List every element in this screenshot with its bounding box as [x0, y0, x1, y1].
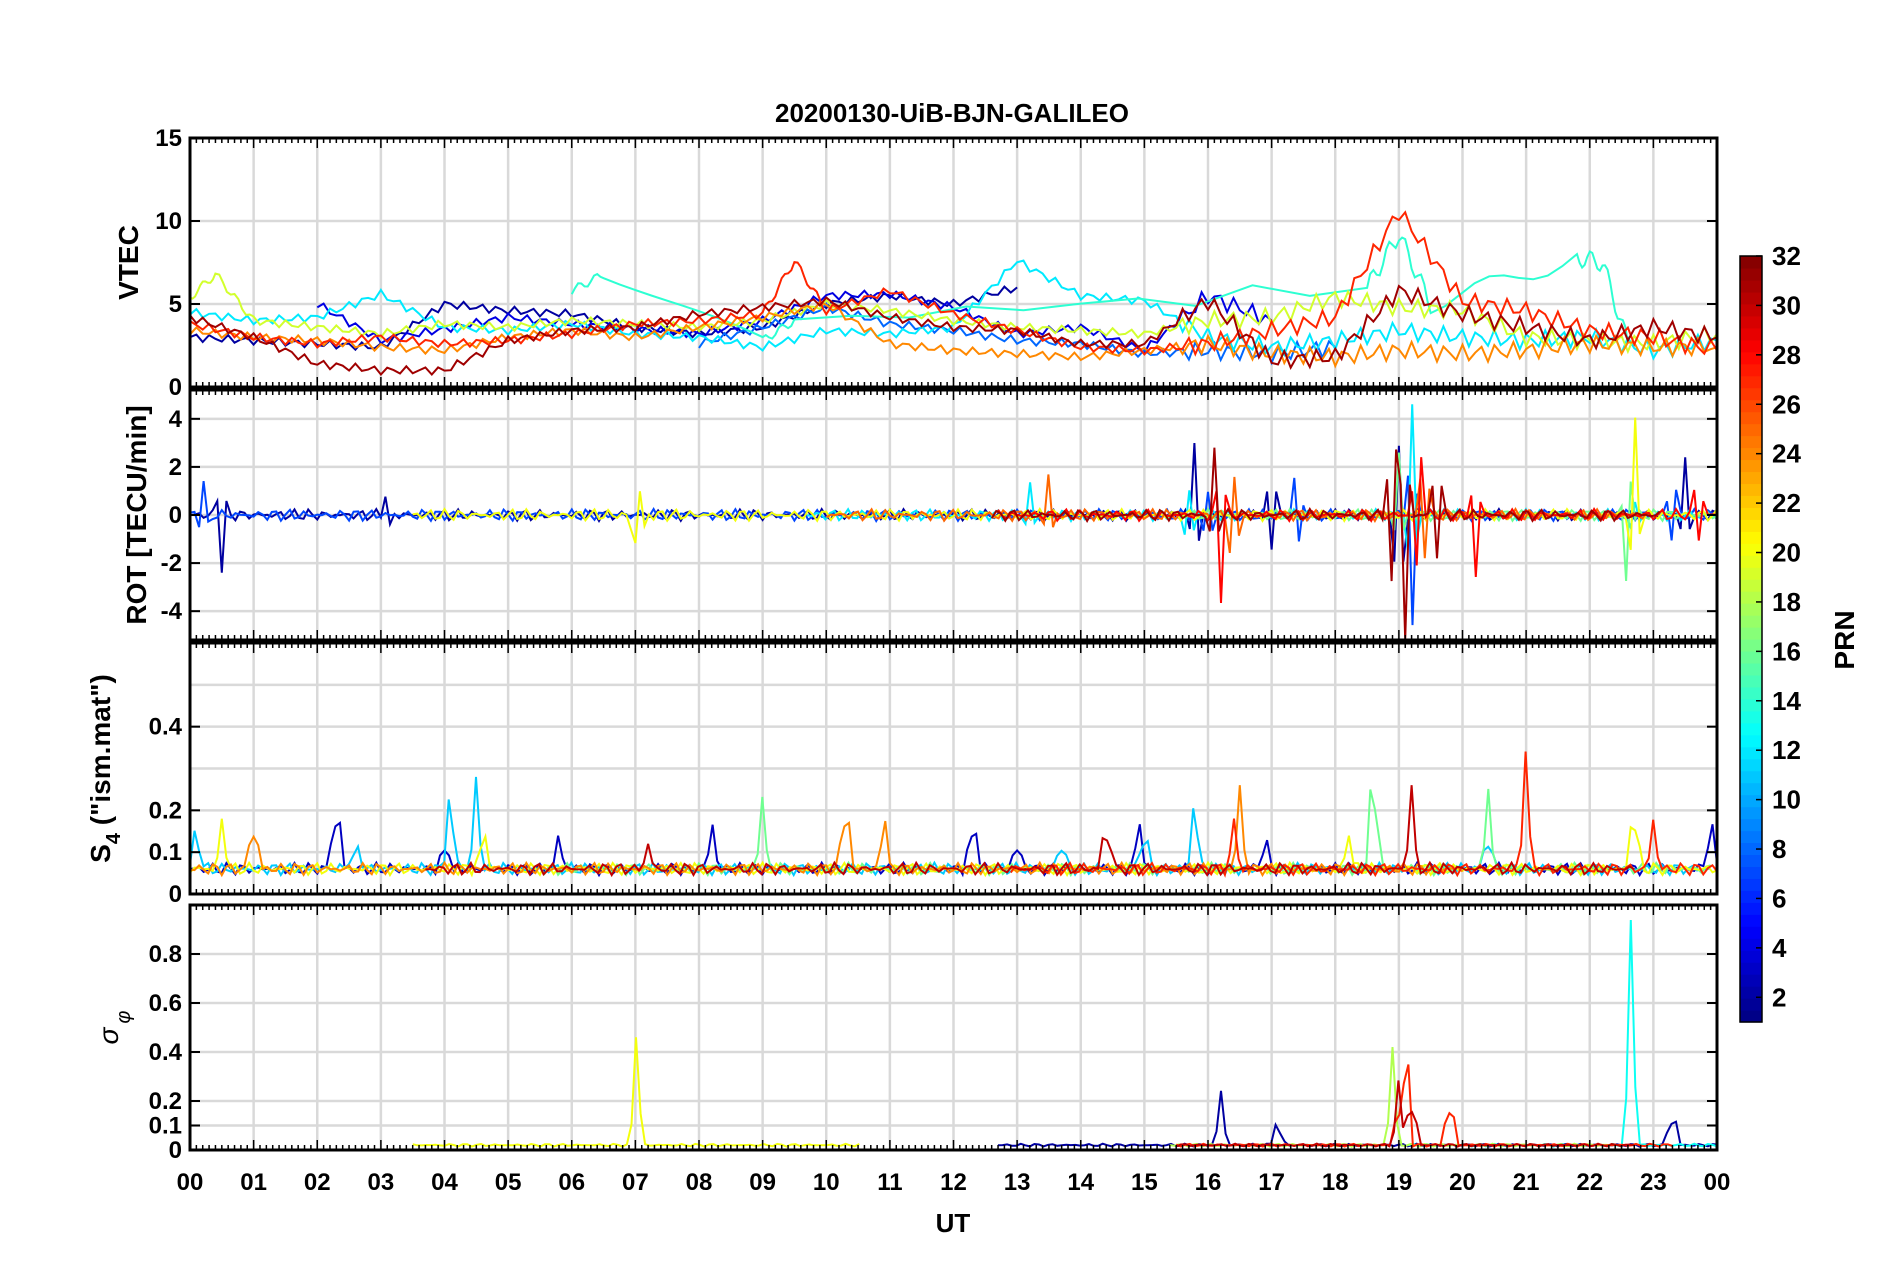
ytick-label-s4: 0.1	[149, 839, 182, 866]
x-tick-label: 09	[749, 1169, 776, 1196]
ytick-label-sigma: 0.1	[149, 1113, 182, 1140]
colorbar-tick-label: 18	[1772, 587, 1801, 617]
x-tick-label: 16	[1195, 1169, 1222, 1196]
x-axis-label: UT	[936, 1208, 971, 1238]
ytick-label-sigma: 0.4	[149, 1039, 183, 1066]
ytick-label-sigma: 0.6	[149, 990, 182, 1017]
x-tick-label: 07	[622, 1169, 649, 1196]
ytick-label-s4: 0	[169, 881, 182, 908]
colorbar-tick-label: 6	[1772, 883, 1786, 913]
panel-vtec: 0 5 10 15 VTEC	[113, 125, 1719, 401]
x-tick-label: 23	[1640, 1169, 1667, 1196]
x-tick-label: 12	[940, 1169, 967, 1196]
series-line-prn-25	[825, 474, 1648, 559]
ytick-label-vtec: 15	[155, 125, 182, 152]
series-line-prn-27	[190, 210, 1717, 357]
colorbar-tick-label: 10	[1772, 785, 1801, 815]
ytick-label-s4: 0.2	[149, 797, 182, 824]
series-line-prn-20	[412, 1037, 860, 1148]
x-tick-label: 01	[240, 1169, 267, 1196]
colorbar-tick-label: 24	[1772, 439, 1801, 469]
series-line-prn-31	[190, 284, 1717, 377]
series-line-prn-16	[1176, 452, 1717, 581]
colorbar-tick-label: 8	[1772, 834, 1786, 864]
ytick-label-sigma: 0.2	[149, 1088, 182, 1115]
colorbar-tick-label: 14	[1772, 686, 1801, 716]
colorbar-label: PRN	[1829, 610, 1860, 669]
x-tick-label: 21	[1513, 1169, 1540, 1196]
y-axis-label-vtec: VTEC	[113, 225, 144, 300]
figure-title: 20200130-UiB-BJN-GALILEO	[775, 98, 1129, 128]
ytick-label-vtec: 10	[155, 208, 182, 235]
y-axis-label-rot: ROT [TECU/min]	[121, 405, 152, 624]
series-line-prn-7	[190, 475, 1717, 626]
x-tick-label: 14	[1067, 1169, 1094, 1196]
colorbar-tick-label: 22	[1772, 488, 1801, 518]
x-tick-label: 04	[431, 1169, 458, 1196]
series-line-prn-27	[1009, 751, 1717, 878]
x-tick-label: 06	[558, 1169, 585, 1196]
colorbar-tick-label: 30	[1772, 290, 1801, 320]
panel-s4: 0 0.1 0.2 0.4 S4 ("ism.mat")	[85, 641, 1719, 908]
panel-sigma: 00.10.2 0.4 0.6 0.8 σφ	[93, 903, 1719, 1164]
colorbar-tick-label: 16	[1772, 636, 1801, 666]
x-tick-label: 19	[1386, 1169, 1413, 1196]
x-tick-label: 02	[304, 1169, 331, 1196]
x-tick-label: 13	[1004, 1169, 1031, 1196]
x-tick-label: 00	[1704, 1169, 1731, 1196]
series-line-prn-24	[190, 785, 1464, 878]
colorbar-tick-label: 4	[1772, 933, 1787, 963]
colorbar-tick-label: 32	[1772, 241, 1801, 271]
colorbar-tick-label: 20	[1772, 538, 1801, 568]
series-line-prn-24	[190, 300, 1717, 369]
series-line-prn-8	[698, 301, 1336, 366]
ytick-label-vtec: 5	[169, 291, 182, 318]
colorbar-tick-label: 2	[1772, 982, 1786, 1012]
ytick-label-vtec: 0	[169, 374, 182, 401]
colorbar-tick-label: 26	[1772, 389, 1801, 419]
x-tick-label: 17	[1258, 1169, 1285, 1196]
x-tick-label: 08	[686, 1169, 713, 1196]
ytick-label-rot: 2	[169, 454, 182, 481]
x-tick-label: 11	[877, 1169, 902, 1196]
series-line-prn-4	[316, 289, 1273, 355]
panel-rot: -4 -2 0 2 4 ROT [TECU/min]	[121, 388, 1719, 642]
colorbar-tick-label: 12	[1772, 735, 1801, 765]
series-line-prn-31	[990, 447, 1661, 640]
ytick-label-s4: 0.4	[149, 714, 183, 741]
ytick-label-sigma: 0.8	[149, 941, 182, 968]
ytick-label-rot: 4	[169, 406, 183, 433]
ytick-label-rot: -2	[161, 550, 182, 577]
ytick-label-rot: 0	[169, 502, 182, 529]
y-axis-label-sigma: σφ	[93, 1011, 135, 1045]
x-tick-label: 00	[177, 1169, 204, 1196]
x-tick-label: 03	[368, 1169, 395, 1196]
x-tick-label: 10	[813, 1169, 840, 1196]
ytick-label-rot: -4	[161, 598, 183, 625]
y-axis-label-s4: S4 ("ism.mat")	[85, 674, 125, 863]
x-tick-label: 22	[1576, 1169, 1603, 1196]
x-tick-label: 05	[495, 1169, 522, 1196]
series-line-prn-30	[425, 785, 1635, 878]
ytick-label-sigma: 0	[169, 1137, 182, 1164]
series-line-prn-28	[997, 457, 1717, 604]
series-line-prn-14	[570, 236, 1629, 344]
x-tick-label: 20	[1449, 1169, 1476, 1196]
x-tick-label: 18	[1322, 1169, 1349, 1196]
colorbar-tick-label: 28	[1772, 340, 1801, 370]
x-tick-label: 15	[1131, 1169, 1158, 1196]
